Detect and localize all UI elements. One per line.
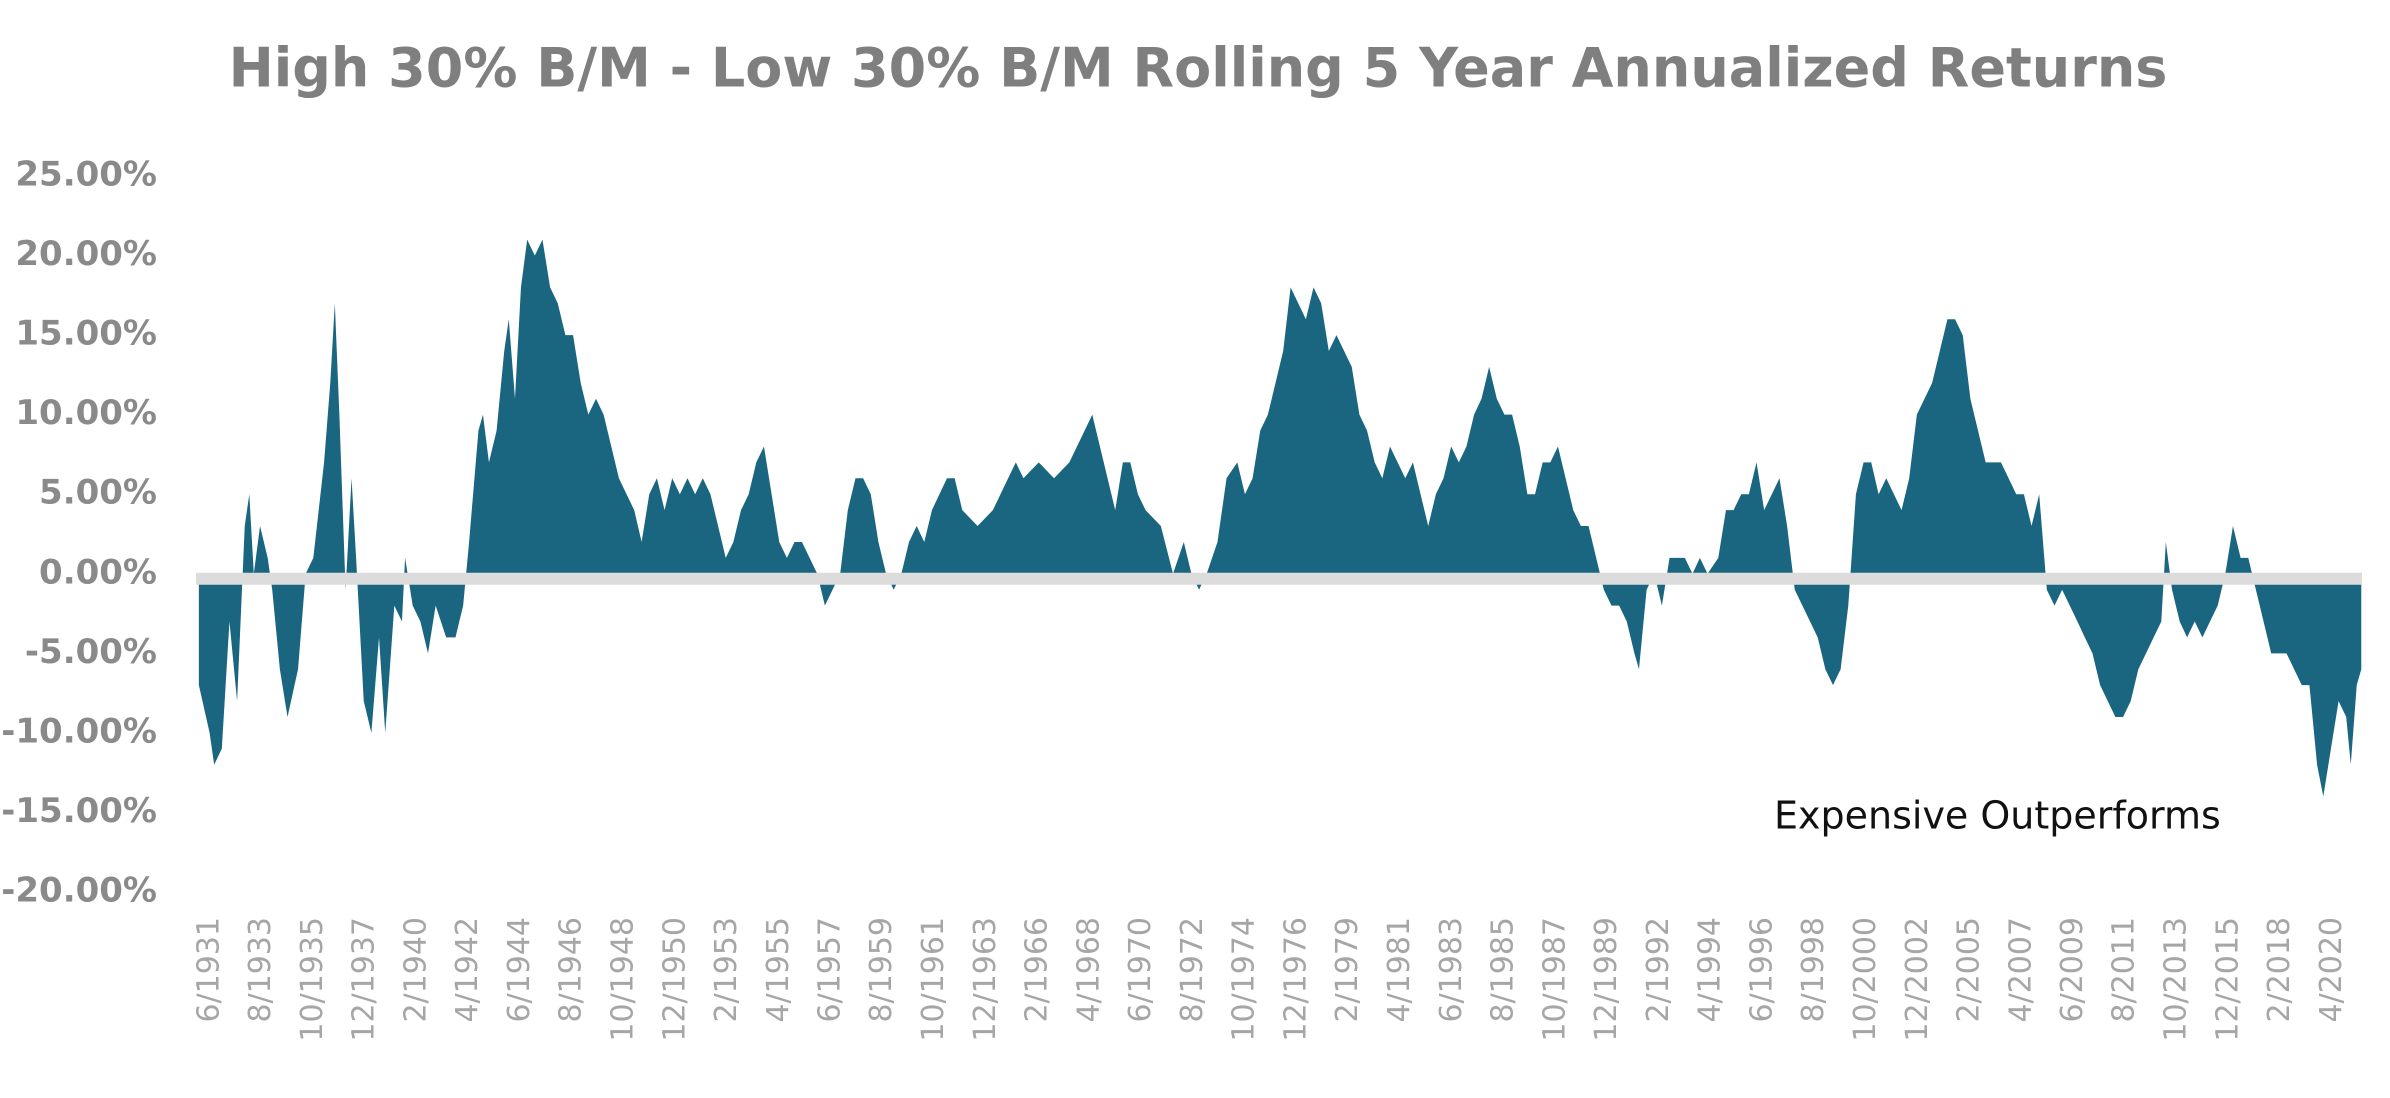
x-tick-label: 10/1974 (1227, 917, 1262, 1042)
x-tick-label: 10/1948 (605, 917, 640, 1042)
x-tick-label: 8/1946 (554, 917, 589, 1023)
y-tick-label: -20.00% (1, 871, 157, 911)
x-tick-label: 10/1987 (1537, 917, 1572, 1042)
x-tick-label: 10/2000 (1848, 917, 1883, 1042)
x-tick-label: 2/1979 (1330, 917, 1365, 1023)
chart-title: High 30% B/M - Low 30% B/M Rolling 5 Yea… (229, 37, 2168, 100)
y-tick-label: 10.00% (15, 393, 157, 433)
x-tick-label: 12/2015 (2210, 917, 2245, 1042)
x-tick-label: 2/2018 (2262, 917, 2297, 1023)
y-tick-label: 0.00% (39, 552, 157, 592)
y-tick-label: 25.00% (15, 155, 157, 195)
x-tick-label: 2/2005 (1951, 917, 1986, 1023)
x-tick-label: 12/1963 (968, 917, 1003, 1042)
x-tick-label: 4/2020 (2314, 917, 2349, 1023)
x-tick-label: 4/1981 (1382, 917, 1417, 1023)
x-tick-label: 2/1940 (398, 917, 433, 1023)
x-tick-label: 6/1957 (813, 917, 848, 1023)
annotation: Expensive Outperforms (1774, 794, 2221, 838)
x-tick-label: 12/2002 (1900, 917, 1935, 1042)
x-tick-label: 12/1976 (1279, 917, 1314, 1042)
y-tick-label: 15.00% (15, 314, 157, 354)
y-tick-label: 20.00% (15, 234, 157, 274)
y-tick-label: -5.00% (25, 632, 157, 672)
x-tick-label: 6/1983 (1434, 917, 1469, 1023)
x-tick-label: 4/2007 (2003, 917, 2038, 1023)
x-tick-label: 2/1953 (709, 917, 744, 1023)
x-tick-label: 2/1966 (1020, 917, 1055, 1023)
x-tick-label: 8/1972 (1175, 917, 1210, 1023)
x-tick-label: 8/1959 (864, 917, 899, 1023)
y-tick-label: -10.00% (1, 711, 157, 751)
x-tick-label: 12/1937 (347, 917, 382, 1042)
x-tick-label: 12/1950 (657, 917, 692, 1042)
x-tick-label: 6/1931 (191, 917, 226, 1023)
x-tick-label: 4/1955 (761, 917, 796, 1023)
y-tick-label: -15.00% (1, 791, 157, 831)
x-tick-label: 12/1989 (1589, 917, 1624, 1042)
x-tick-label: 10/1961 (916, 917, 951, 1042)
x-tick-label: 10/2013 (2159, 917, 2194, 1042)
x-tick-label: 8/2011 (2107, 917, 2142, 1023)
x-tick-label: 4/1968 (1071, 917, 1106, 1023)
x-tick-label: 6/1970 (1123, 917, 1158, 1023)
x-tick-label: 4/1994 (1693, 917, 1728, 1023)
x-tick-label: 2/1992 (1641, 917, 1676, 1023)
x-tick-label: 8/1985 (1485, 917, 1520, 1023)
x-tick-label: 8/1933 (243, 917, 278, 1023)
area (198, 239, 2362, 797)
x-tick-label: 10/1935 (295, 917, 330, 1042)
x-tick-label: 6/1996 (1744, 917, 1779, 1023)
x-tick-label: 6/2009 (2055, 917, 2090, 1023)
x-tick-label: 8/1998 (1796, 917, 1831, 1023)
x-tick-label: 4/1942 (450, 917, 485, 1023)
x-tick-label: 6/1944 (502, 917, 537, 1023)
y-tick-label: 5.00% (39, 473, 157, 513)
